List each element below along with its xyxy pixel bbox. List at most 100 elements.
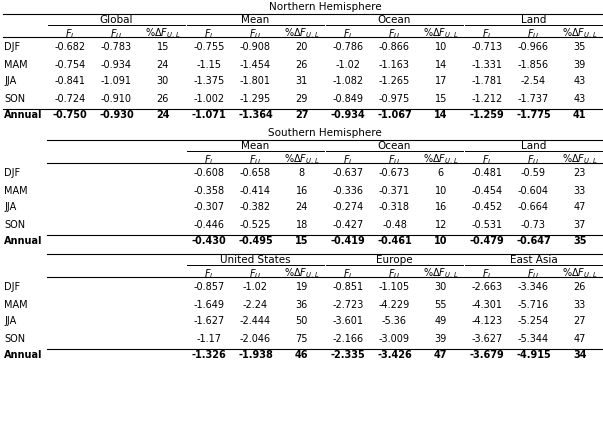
Text: -0.866: -0.866 [379, 43, 410, 52]
Text: -0.682: -0.682 [55, 43, 86, 52]
Text: $F_L$: $F_L$ [343, 267, 353, 281]
Text: -0.73: -0.73 [521, 219, 546, 230]
Text: 26: 26 [295, 60, 308, 70]
Text: 26: 26 [573, 282, 586, 292]
Text: $\%\Delta F_{U,L}$: $\%\Delta F_{U,L}$ [284, 27, 320, 42]
Text: -1.212: -1.212 [472, 94, 503, 103]
Text: 14: 14 [435, 60, 447, 70]
Text: JJA: JJA [4, 316, 16, 327]
Text: 26: 26 [157, 94, 169, 103]
Text: -1.801: -1.801 [240, 76, 271, 87]
Text: -3.009: -3.009 [379, 333, 410, 344]
Text: -0.724: -0.724 [54, 94, 86, 103]
Text: 37: 37 [573, 219, 586, 230]
Text: Southern Hemisphere: Southern Hemisphere [268, 128, 382, 138]
Text: $F_U$: $F_U$ [249, 153, 262, 167]
Text: -0.647: -0.647 [516, 236, 551, 246]
Text: 46: 46 [295, 351, 309, 360]
Text: JJA: JJA [4, 76, 16, 87]
Text: $F_L$: $F_L$ [343, 27, 353, 41]
Text: 55: 55 [435, 300, 447, 309]
Text: -1.02: -1.02 [243, 282, 268, 292]
Text: -0.754: -0.754 [54, 60, 86, 70]
Text: United States: United States [220, 255, 291, 265]
Text: MAM: MAM [4, 300, 28, 309]
Text: -2.663: -2.663 [472, 282, 503, 292]
Text: $\%\Delta F_{U,L}$: $\%\Delta F_{U,L}$ [562, 153, 598, 168]
Text: -1.163: -1.163 [379, 60, 410, 70]
Text: -2.54: -2.54 [521, 76, 546, 87]
Text: -0.531: -0.531 [472, 219, 503, 230]
Text: $F_U$: $F_U$ [388, 153, 401, 167]
Text: Mean: Mean [241, 15, 270, 25]
Text: -0.427: -0.427 [332, 219, 364, 230]
Text: -0.307: -0.307 [194, 203, 225, 213]
Text: 16: 16 [295, 186, 308, 195]
Text: Mean: Mean [241, 141, 270, 151]
Text: $\%\Delta F_{U,L}$: $\%\Delta F_{U,L}$ [145, 27, 180, 42]
Text: $F_L$: $F_L$ [65, 27, 75, 41]
Text: -1.781: -1.781 [472, 76, 503, 87]
Text: $F_L$: $F_L$ [482, 153, 493, 167]
Text: 24: 24 [156, 111, 169, 121]
Text: 34: 34 [573, 351, 587, 360]
Text: -0.713: -0.713 [472, 43, 503, 52]
Text: $F_U$: $F_U$ [527, 267, 540, 281]
Text: 24: 24 [295, 203, 308, 213]
Text: $F_L$: $F_L$ [204, 27, 215, 41]
Text: DJF: DJF [4, 43, 20, 52]
Text: 10: 10 [435, 186, 447, 195]
Text: DJF: DJF [4, 282, 20, 292]
Text: Land: Land [521, 141, 546, 151]
Text: -0.430: -0.430 [192, 236, 227, 246]
Text: $\%\Delta F_{U,L}$: $\%\Delta F_{U,L}$ [284, 153, 320, 168]
Text: 15: 15 [435, 94, 447, 103]
Text: -0.371: -0.371 [379, 186, 410, 195]
Text: 33: 33 [573, 300, 586, 309]
Text: -0.786: -0.786 [333, 43, 364, 52]
Text: DJF: DJF [4, 168, 20, 179]
Text: -1.649: -1.649 [194, 300, 225, 309]
Text: -1.737: -1.737 [518, 94, 549, 103]
Text: $\%\Delta F_{U,L}$: $\%\Delta F_{U,L}$ [423, 267, 458, 282]
Text: $F_U$: $F_U$ [388, 27, 401, 41]
Text: 39: 39 [573, 60, 586, 70]
Text: $\%\Delta F_{U,L}$: $\%\Delta F_{U,L}$ [423, 27, 458, 42]
Text: $\%\Delta F_{U,L}$: $\%\Delta F_{U,L}$ [562, 27, 598, 42]
Text: -0.525: -0.525 [240, 219, 271, 230]
Text: Europe: Europe [376, 255, 413, 265]
Text: -4.229: -4.229 [379, 300, 410, 309]
Text: -1.331: -1.331 [472, 60, 503, 70]
Text: -2.444: -2.444 [240, 316, 271, 327]
Text: 8: 8 [298, 168, 305, 179]
Text: 27: 27 [295, 111, 309, 121]
Text: -0.382: -0.382 [240, 203, 271, 213]
Text: JJA: JJA [4, 203, 16, 213]
Text: 33: 33 [573, 186, 586, 195]
Text: East Asia: East Asia [510, 255, 557, 265]
Text: $\%\Delta F_{U,L}$: $\%\Delta F_{U,L}$ [423, 153, 458, 168]
Text: 30: 30 [157, 76, 169, 87]
Text: -0.849: -0.849 [333, 94, 364, 103]
Text: $F_U$: $F_U$ [249, 267, 262, 281]
Text: Annual: Annual [4, 236, 42, 246]
Text: 10: 10 [435, 43, 447, 52]
Text: -1.002: -1.002 [194, 94, 225, 103]
Text: -0.851: -0.851 [333, 282, 364, 292]
Text: MAM: MAM [4, 60, 28, 70]
Text: Global: Global [99, 15, 133, 25]
Text: Ocean: Ocean [378, 15, 411, 25]
Text: Annual: Annual [4, 351, 42, 360]
Text: 15: 15 [295, 236, 309, 246]
Text: $F_L$: $F_L$ [482, 27, 493, 41]
Text: -1.627: -1.627 [194, 316, 225, 327]
Text: -3.627: -3.627 [472, 333, 503, 344]
Text: -1.082: -1.082 [333, 76, 364, 87]
Text: -1.856: -1.856 [518, 60, 549, 70]
Text: -0.934: -0.934 [101, 60, 132, 70]
Text: -1.938: -1.938 [238, 351, 273, 360]
Text: -5.254: -5.254 [518, 316, 549, 327]
Text: -0.841: -0.841 [55, 76, 86, 87]
Text: 43: 43 [573, 76, 586, 87]
Text: -1.265: -1.265 [379, 76, 410, 87]
